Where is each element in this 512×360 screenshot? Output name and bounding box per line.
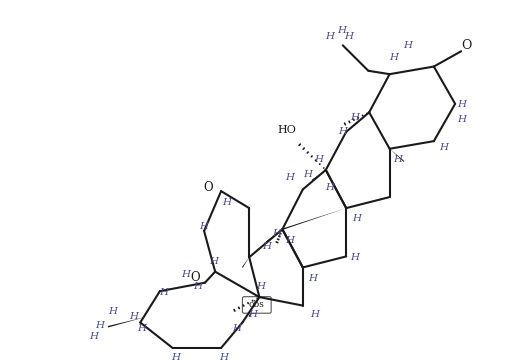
Text: H: H	[129, 312, 138, 321]
Polygon shape	[249, 297, 260, 317]
Text: H: H	[457, 114, 466, 123]
Text: H: H	[95, 320, 104, 329]
Text: H: H	[232, 324, 241, 333]
Text: HO: HO	[277, 125, 296, 135]
Text: H: H	[310, 310, 319, 319]
Text: H: H	[160, 288, 168, 297]
Text: H: H	[326, 32, 334, 41]
Text: H: H	[350, 113, 359, 122]
Text: H: H	[223, 198, 231, 207]
Polygon shape	[390, 149, 404, 162]
Text: O: O	[204, 181, 213, 194]
Text: H: H	[314, 155, 324, 164]
Text: H: H	[200, 222, 208, 231]
Text: H: H	[338, 127, 347, 136]
Text: H: H	[262, 242, 271, 251]
Text: H: H	[272, 229, 281, 238]
Text: H: H	[286, 236, 294, 245]
Text: H: H	[393, 155, 402, 164]
Text: H: H	[89, 332, 98, 341]
Text: H: H	[439, 143, 447, 152]
Text: H: H	[257, 282, 266, 291]
Text: H: H	[352, 214, 361, 223]
Polygon shape	[242, 257, 249, 268]
Text: H: H	[172, 353, 181, 360]
Text: O: O	[461, 39, 472, 52]
Polygon shape	[312, 170, 326, 181]
Text: H: H	[248, 310, 257, 319]
Text: O: O	[190, 271, 200, 284]
FancyBboxPatch shape	[242, 297, 271, 313]
Text: H: H	[181, 270, 190, 279]
Text: H: H	[389, 53, 398, 62]
Text: obs: obs	[249, 301, 265, 310]
Text: H: H	[209, 257, 218, 266]
Text: H: H	[308, 274, 316, 283]
Text: H: H	[304, 170, 312, 179]
Text: H: H	[286, 173, 294, 182]
Text: H: H	[403, 41, 412, 50]
Polygon shape	[266, 229, 283, 242]
Text: H: H	[109, 307, 118, 316]
Polygon shape	[108, 316, 147, 328]
Polygon shape	[282, 208, 346, 230]
Text: H: H	[457, 100, 466, 109]
Text: H: H	[194, 282, 203, 291]
Text: H: H	[344, 32, 353, 41]
Text: H: H	[337, 26, 347, 35]
Text: H: H	[219, 353, 228, 360]
Text: H: H	[137, 324, 146, 333]
Text: H: H	[325, 183, 334, 192]
Text: H: H	[350, 253, 359, 262]
